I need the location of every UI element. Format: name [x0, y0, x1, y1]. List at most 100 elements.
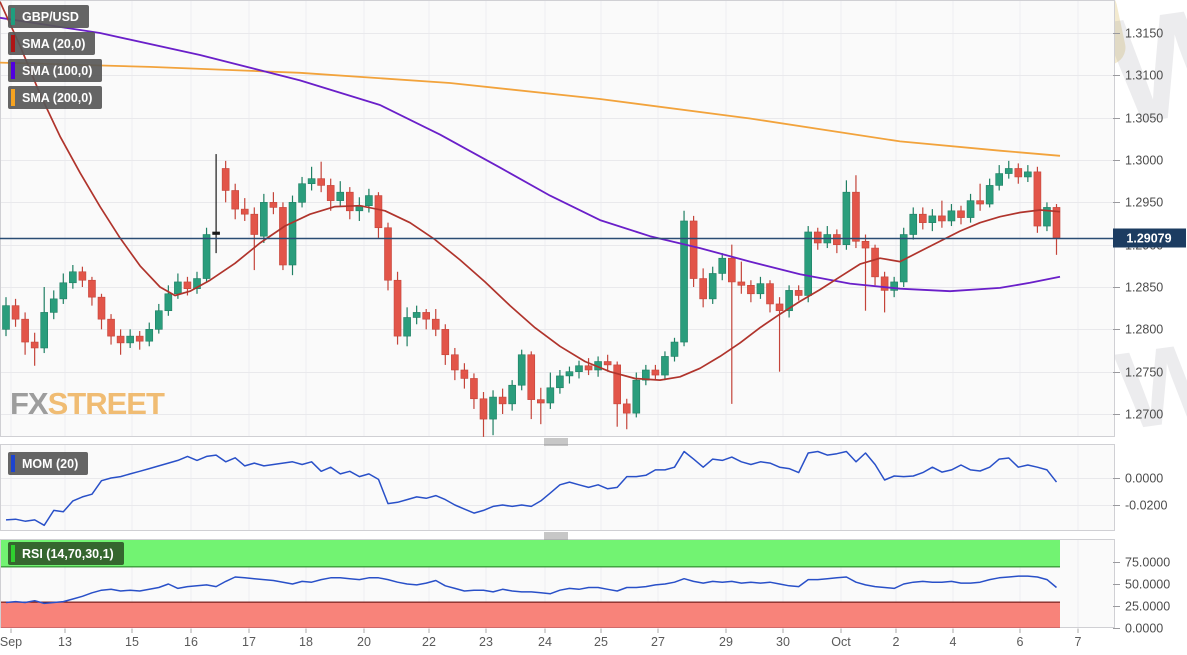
candle-body: [747, 285, 755, 295]
x-axis-label: 13: [58, 635, 72, 649]
price-axis-label: 1.2750: [1125, 366, 1163, 380]
legend-rsi[interactable]: RSI (14,70,30,1): [8, 542, 124, 565]
candlestick: [1024, 165, 1032, 183]
candle-body: [985, 185, 994, 205]
candlestick: [880, 271, 889, 313]
candle-body: [145, 329, 154, 342]
candle-body: [632, 379, 641, 414]
candle-body: [890, 281, 898, 291]
candle-body: [766, 283, 774, 305]
current-price-tag: [1113, 228, 1186, 248]
x-axis-label: 2: [893, 635, 900, 649]
rsi-oversold-band: [1, 601, 1060, 627]
candle-body: [1033, 171, 1042, 227]
legend-mom[interactable]: MOM (20): [8, 452, 89, 475]
candle-body: [336, 191, 345, 201]
candlestick: [718, 253, 727, 281]
legend-symbol[interactable]: GBP/USD: [8, 5, 89, 28]
candlestick: [78, 266, 87, 288]
candlestick: [88, 276, 96, 306]
fxstreet-logo-street: STREET: [47, 386, 165, 421]
legend-sma200[interactable]: SMA (200,0): [8, 86, 103, 109]
candle-body: [97, 296, 106, 320]
candle-body: [107, 318, 115, 337]
candlestick: [804, 226, 813, 303]
candlestick: [365, 188, 373, 213]
candle-body: [536, 399, 545, 404]
candlestick: [30, 332, 39, 366]
candle-body: [517, 354, 526, 386]
candlestick: [269, 192, 278, 215]
legend-sma100[interactable]: SMA (100,0): [8, 59, 103, 82]
candle-body: [30, 341, 39, 349]
candlestick: [508, 380, 516, 411]
candlestick: [374, 192, 383, 238]
candlestick: [890, 276, 898, 298]
current-price-tag-label: 1.29079: [1126, 232, 1171, 246]
candle-body: [737, 281, 746, 286]
candlestick: [317, 161, 325, 193]
candlestick: [966, 193, 975, 223]
candlestick: [871, 244, 879, 286]
candlestick: [126, 329, 134, 348]
candlestick: [212, 154, 220, 254]
legend-sma20[interactable]: SMA (20,0): [8, 32, 96, 55]
candlestick: [546, 372, 555, 409]
candlestick: [747, 280, 755, 303]
candlestick: [288, 195, 297, 276]
x-axis-label: 17: [242, 635, 256, 649]
price-panel[interactable]: [0, 0, 1115, 437]
candle-body: [909, 213, 918, 235]
candle-body: [966, 200, 975, 218]
legend-symbol-label: GBP/USD: [22, 9, 79, 24]
candle-body: [556, 375, 564, 389]
candlestick: [1004, 160, 1013, 179]
candle-body: [326, 185, 335, 201]
candle-body: [317, 178, 325, 186]
candle-body: [240, 208, 249, 215]
legend-color-bar: [11, 62, 15, 79]
candle-body: [78, 271, 87, 281]
candle-body: [708, 273, 717, 300]
rsi-axis-label: 75.0000: [1125, 556, 1170, 570]
candlestick: [642, 364, 650, 386]
candlestick: [345, 187, 354, 220]
candlestick: [384, 222, 392, 291]
x-axis-label: 24: [538, 635, 552, 649]
candlestick: [689, 215, 698, 288]
candlestick: [575, 360, 583, 379]
candlestick: [40, 287, 49, 354]
candle-body: [307, 178, 316, 185]
x-axis-label: Oct: [831, 635, 851, 649]
candlestick: [909, 207, 918, 240]
candlestick: [155, 303, 163, 334]
candle-body: [279, 207, 287, 266]
candle-body: [451, 354, 459, 371]
candle-body: [49, 298, 58, 313]
candle-body: [135, 335, 144, 342]
x-axis-label: 18: [299, 635, 313, 649]
candle-body: [794, 290, 803, 296]
candlestick: [21, 312, 29, 355]
candle-body: [422, 312, 431, 320]
price-axis-label: 1.2800: [1125, 323, 1163, 337]
candle-body: [565, 371, 574, 377]
candle-body: [298, 183, 306, 203]
candle-body: [995, 173, 1004, 186]
candle-body: [11, 305, 20, 320]
candlestick: [527, 351, 536, 420]
panel-resize-handle[interactable]: [544, 438, 568, 446]
candlestick: [727, 244, 736, 404]
candlestick: [957, 205, 965, 225]
candle-body: [880, 276, 889, 291]
candlestick: [833, 229, 841, 254]
candlestick: [603, 354, 612, 372]
x-axis-label: 15: [125, 635, 139, 649]
candlestick: [11, 298, 20, 327]
candlestick: [756, 276, 765, 299]
panel-resize-handle[interactable]: [544, 532, 568, 540]
candlestick: [240, 198, 249, 221]
candle-body: [88, 279, 96, 298]
